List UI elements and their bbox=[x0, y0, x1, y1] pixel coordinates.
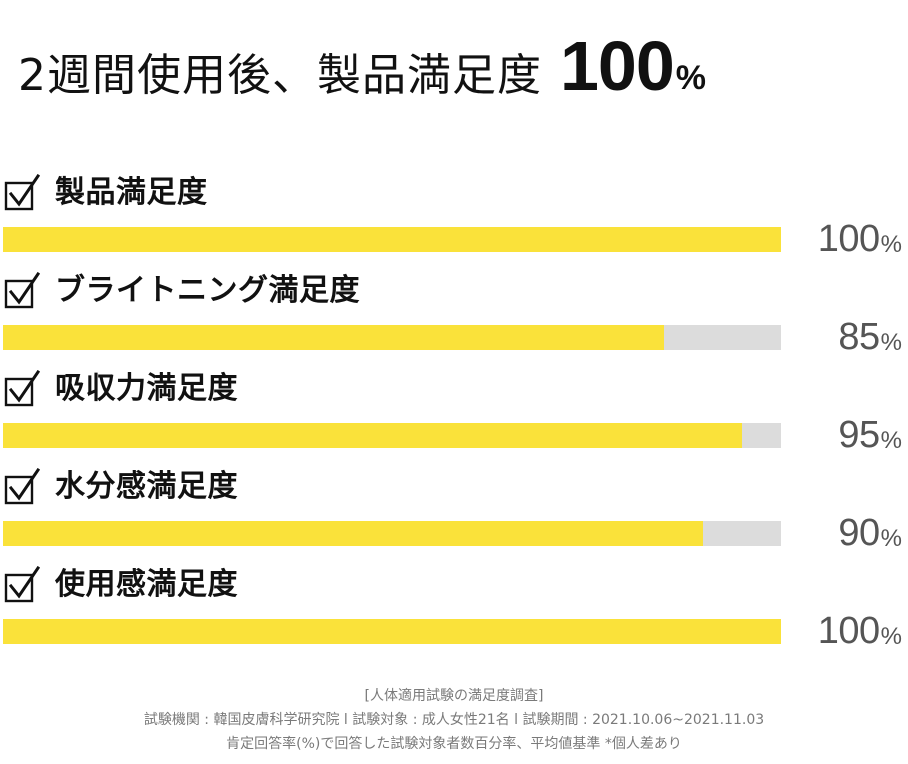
checkmark-icon bbox=[8, 174, 41, 207]
checkmark-icon bbox=[8, 566, 41, 599]
value-label: 85% bbox=[838, 318, 902, 356]
category-label-line: 吸収力満足度 bbox=[3, 366, 238, 412]
checkbox-icon bbox=[4, 370, 41, 407]
title-unit: % bbox=[675, 59, 707, 97]
title-value: 100 bbox=[560, 27, 675, 105]
category-label-line: 水分感満足度 bbox=[3, 464, 238, 510]
bar-fill bbox=[3, 227, 781, 252]
category-label-line: ブライトニング満足度 bbox=[3, 268, 360, 314]
chart-row: 水分感満足度 90% bbox=[0, 464, 908, 562]
value-number: 100 bbox=[817, 610, 880, 652]
value-number: 90 bbox=[838, 512, 880, 554]
value-unit: % bbox=[880, 427, 902, 454]
bar-fill bbox=[3, 619, 781, 644]
checkmark-icon bbox=[8, 272, 41, 305]
bar-track bbox=[3, 227, 781, 252]
value-number: 85 bbox=[838, 316, 880, 358]
checkbox-icon bbox=[4, 468, 41, 505]
chart-row: ブライトニング満足度 85% bbox=[0, 268, 908, 366]
value-label: 100% bbox=[818, 612, 902, 650]
checkbox-box bbox=[4, 475, 34, 505]
value-unit: % bbox=[880, 525, 902, 552]
category-label-line: 製品満足度 bbox=[3, 170, 208, 216]
chart-row: 吸収力満足度 95% bbox=[0, 366, 908, 464]
category-label: ブライトニング満足度 bbox=[55, 273, 360, 308]
value-label: 100% bbox=[818, 220, 902, 258]
chart-title: 2週間使用後、製品満足度 100 % bbox=[18, 18, 890, 105]
value-unit: % bbox=[880, 623, 902, 650]
footnote-line-method: 肯定回答率(%)で回答した試験対象者数百分率、平均値基準 *個人差あり bbox=[226, 736, 682, 752]
footnote-line-study-name: [人体適用試験の満足度調査] bbox=[364, 688, 544, 704]
checkmark-icon bbox=[8, 468, 41, 501]
checkbox-icon bbox=[4, 272, 41, 309]
chart-row: 製品満足度 100% bbox=[0, 170, 908, 268]
bar-chart: 製品満足度 100% ブライトニング満足度 85% 吸収力満足度 95% 水分感満足度 90%… bbox=[0, 170, 908, 660]
checkbox-icon bbox=[4, 566, 41, 603]
checkbox-box bbox=[4, 377, 34, 407]
category-label: 使用感満足度 bbox=[55, 567, 238, 602]
chart-row: 使用感満足度 100% bbox=[0, 562, 908, 660]
checkmark-icon bbox=[8, 370, 41, 403]
bar-track bbox=[3, 619, 781, 644]
bar-fill bbox=[3, 423, 743, 448]
bar-track bbox=[3, 325, 781, 350]
bar-fill bbox=[3, 325, 665, 350]
value-number: 100 bbox=[817, 218, 880, 260]
checkbox-box bbox=[4, 279, 34, 309]
value-unit: % bbox=[880, 329, 902, 356]
category-label: 水分感満足度 bbox=[55, 469, 238, 504]
title-text: 2週間使用後、製品満足度 bbox=[18, 50, 542, 101]
bar-fill bbox=[3, 521, 704, 546]
category-label: 吸収力満足度 bbox=[55, 371, 238, 406]
value-label: 95% bbox=[838, 416, 902, 454]
footnote: [人体適用試験の満足度調査] 試験機関 : 韓国皮膚科学研究院 l 試験対象 :… bbox=[0, 684, 908, 756]
bar-track bbox=[3, 423, 781, 448]
checkbox-box bbox=[4, 573, 34, 603]
category-label: 製品満足度 bbox=[55, 175, 208, 210]
bar-track bbox=[3, 521, 781, 546]
category-label-line: 使用感満足度 bbox=[3, 562, 238, 608]
checkbox-box bbox=[4, 181, 34, 211]
value-unit: % bbox=[880, 231, 902, 258]
value-label: 90% bbox=[838, 514, 902, 552]
footnote-line-study-details: 試験機関 : 韓国皮膚科学研究院 l 試験対象 : 成人女性21名 l 試験期間… bbox=[143, 712, 765, 728]
checkbox-icon bbox=[4, 174, 41, 211]
value-number: 95 bbox=[838, 414, 880, 456]
